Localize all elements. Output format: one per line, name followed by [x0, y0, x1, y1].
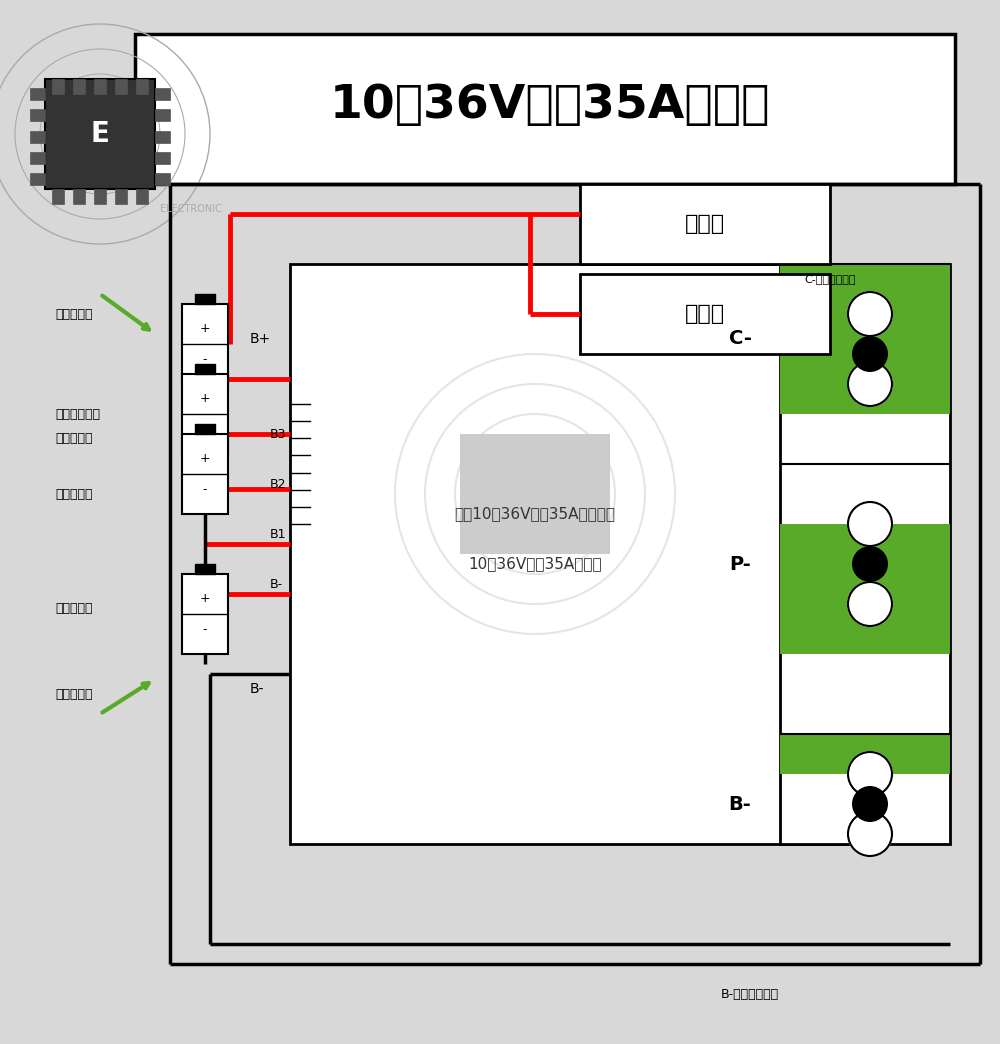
Text: E: E — [516, 467, 554, 521]
Text: B-接电池总负极: B-接电池总负极 — [721, 988, 779, 1000]
Bar — [460, 434, 610, 554]
Bar — [52, 189, 64, 204]
Text: +: + — [200, 592, 210, 604]
Text: 电池总正极: 电池总正极 — [55, 308, 92, 321]
Bar — [155, 130, 170, 142]
Bar — [780, 524, 950, 654]
Text: B2: B2 — [270, 477, 287, 491]
Text: ELECTRONIC: ELECTRONIC — [160, 204, 222, 214]
Bar — [45, 79, 155, 189]
Bar — [780, 264, 950, 414]
Circle shape — [852, 786, 888, 822]
Bar — [182, 574, 228, 654]
Text: -: - — [203, 623, 207, 637]
Text: 最后一串电池: 最后一串电池 — [55, 407, 100, 421]
Circle shape — [848, 752, 892, 796]
Bar — [115, 79, 127, 94]
Bar — [580, 274, 830, 354]
Bar — [155, 173, 170, 185]
Bar — [155, 88, 170, 100]
Text: C-: C- — [729, 330, 751, 349]
Bar — [136, 79, 148, 94]
Text: B1: B1 — [270, 527, 287, 541]
Text: +: + — [200, 392, 210, 404]
Bar — [115, 189, 127, 204]
Text: C-焊充电器负极: C-焊充电器负极 — [804, 274, 856, 284]
Text: E: E — [91, 120, 109, 148]
Circle shape — [848, 502, 892, 546]
Bar — [30, 173, 45, 185]
Text: -: - — [203, 424, 207, 436]
Bar — [73, 189, 85, 204]
Circle shape — [848, 292, 892, 336]
Text: B-: B- — [250, 682, 264, 696]
Bar — [30, 110, 45, 121]
Bar — [155, 110, 170, 121]
Bar — [135, 34, 955, 184]
Bar — [290, 264, 850, 844]
Text: 电池总负极: 电池总负极 — [55, 688, 92, 701]
Text: -: - — [203, 354, 207, 366]
Text: 10串36V分口35A接线图: 10串36V分口35A接线图 — [330, 84, 770, 128]
Bar — [580, 184, 830, 264]
Circle shape — [848, 362, 892, 406]
Bar — [136, 189, 148, 204]
Text: 第三串电池: 第三串电池 — [55, 432, 92, 446]
Text: B+: B+ — [250, 332, 271, 346]
Text: B-: B- — [729, 794, 751, 813]
Bar — [182, 434, 228, 514]
Circle shape — [848, 582, 892, 626]
Text: 10串36V分口35A接线图: 10串36V分口35A接线图 — [468, 556, 602, 571]
Text: 充电端: 充电端 — [685, 304, 725, 324]
Bar — [195, 364, 215, 374]
Bar — [195, 424, 215, 434]
Bar — [30, 130, 45, 142]
Bar — [30, 88, 45, 100]
Bar — [182, 304, 228, 384]
Bar — [155, 151, 170, 164]
Circle shape — [848, 812, 892, 856]
Bar — [52, 79, 64, 94]
Bar — [94, 79, 106, 94]
Text: 放电端: 放电端 — [685, 214, 725, 234]
Text: -: - — [203, 483, 207, 497]
Bar — [30, 151, 45, 164]
Bar — [780, 264, 950, 844]
Text: B3: B3 — [270, 427, 287, 441]
Bar — [182, 374, 228, 454]
Text: +: + — [200, 451, 210, 465]
Bar — [780, 734, 950, 774]
Bar — [73, 79, 85, 94]
Bar — [94, 189, 106, 204]
Text: +: + — [200, 322, 210, 334]
Bar — [195, 564, 215, 574]
Text: 第一串电池: 第一串电池 — [55, 602, 92, 616]
Text: P-: P- — [729, 554, 751, 573]
Circle shape — [852, 546, 888, 582]
Circle shape — [852, 336, 888, 372]
Text: 常发10串36V分口35A（型号）: 常发10串36V分口35A（型号） — [454, 506, 616, 522]
Bar — [195, 294, 215, 304]
Text: B-: B- — [270, 577, 283, 591]
Text: 第二串电池: 第二串电池 — [55, 488, 92, 500]
